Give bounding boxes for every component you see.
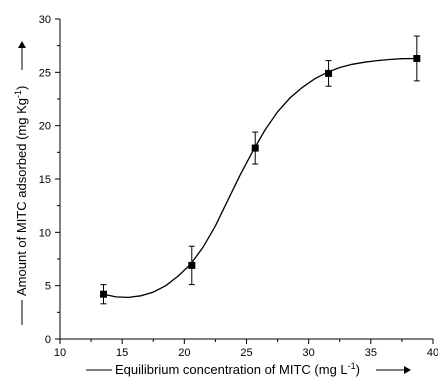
y-axis-label-sup: -1 [13, 90, 23, 98]
x-axis-title: Equilibrium concentration of MITC (mg L-… [86, 361, 411, 377]
y-tick-label: 30 [39, 14, 51, 26]
x-tick-label: 40 [427, 347, 438, 359]
fit-curve [103, 57, 417, 299]
x-axis-label-sup: -1 [348, 361, 356, 371]
y-label-arrowhead [18, 41, 26, 48]
y-axis-label: Amount of MITC adsorbed (mg Kg-1) [13, 86, 29, 296]
x-tick-label: 25 [240, 347, 252, 359]
x-tick-label: 35 [365, 347, 377, 359]
x-tick-label: 30 [303, 347, 315, 359]
data-point [413, 54, 421, 62]
data-point [325, 69, 333, 77]
y-tick-label: 15 [39, 174, 51, 186]
data-point-group [100, 54, 421, 298]
x-tick-label: 15 [116, 347, 128, 359]
data-point [100, 290, 108, 298]
y-axis-label-text: Amount of MITC adsorbed (mg Kg [14, 98, 29, 296]
x-label-arrowhead [404, 366, 411, 374]
x-tick-label: 10 [54, 347, 66, 359]
x-axis-label-text: Equilibrium concentration of MITC (mg L [115, 362, 348, 377]
x-tick-label: 20 [178, 347, 190, 359]
error-bar-group [100, 35, 420, 305]
y-axis-label-close: ) [14, 86, 29, 90]
data-point [188, 261, 196, 269]
y-tick-label: 25 [39, 67, 51, 79]
x-axis-label: Equilibrium concentration of MITC (mg L-… [115, 361, 360, 377]
tick-group: 10 15 20 25 30 35 40 0 5 10 15 20 25 30 [39, 14, 438, 359]
y-axis-title: Amount of MITC adsorbed (mg Kg-1) [13, 41, 29, 325]
y-tick-label: 10 [39, 227, 51, 239]
y-tick-label: 20 [39, 121, 51, 133]
axes [59, 19, 433, 340]
x-axis-label-close: ) [356, 362, 360, 377]
data-point [251, 144, 259, 152]
y-tick-label: 5 [45, 281, 51, 293]
y-tick-label: 0 [45, 334, 51, 346]
